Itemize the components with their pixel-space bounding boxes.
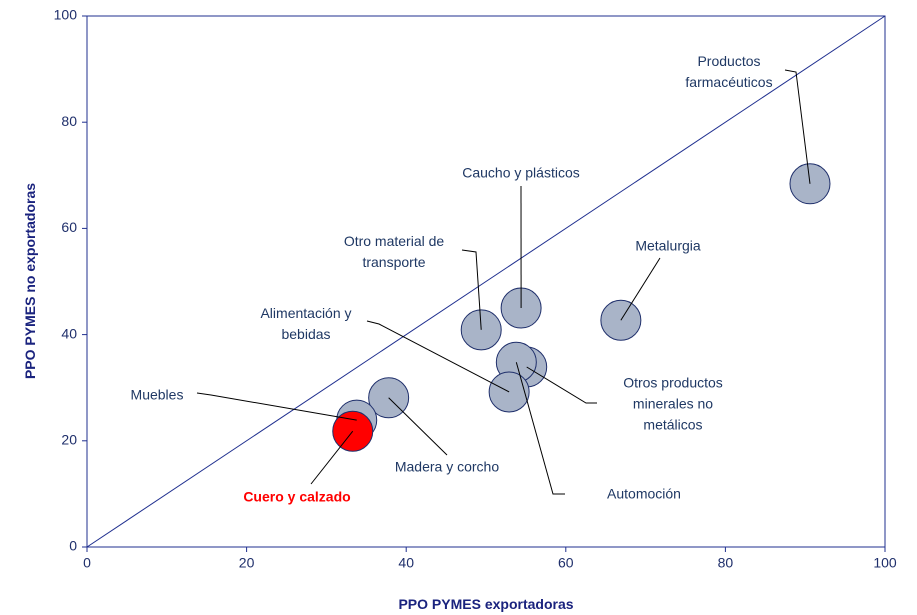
plot-frame [86, 15, 886, 548]
leader-line [388, 397, 448, 456]
point-label: Madera y corcho [394, 458, 500, 475]
point-label: Metalurgia [635, 237, 701, 254]
leader-line [620, 257, 661, 321]
y-tick-label: 40 [61, 325, 77, 341]
leader-line [784, 69, 811, 184]
point-label: Alimentación y bebidas [260, 305, 352, 342]
x-tick-label: 80 [718, 555, 734, 571]
point-label: Automoción [607, 485, 681, 502]
x-tick-label: 100 [873, 555, 897, 571]
y-tick-label: 20 [61, 432, 77, 448]
point-label: Productos farmacéuticos [685, 53, 773, 90]
leader-line [366, 320, 510, 393]
y-tick-label: 60 [61, 219, 77, 235]
leader-line [515, 362, 565, 495]
leader-line [310, 430, 354, 485]
x-tick-label: 40 [398, 555, 414, 571]
leader-line [526, 366, 597, 404]
x-tick-label: 60 [558, 555, 574, 571]
y-tick-label: 0 [69, 538, 77, 554]
diagonal-reference [86, 15, 886, 548]
point-label: Caucho y plásticos [462, 164, 580, 181]
point-label: Cuero y calzado [243, 488, 351, 505]
x-tick-label: 20 [239, 555, 255, 571]
point-label: Otros productos minerales no metálicos [623, 374, 723, 433]
leader-line [196, 392, 357, 421]
point-label: Muebles [130, 386, 184, 403]
x-axis-title: PPO PYMES exportadoras [398, 596, 574, 612]
leader-line [461, 249, 482, 330]
y-tick-label: 80 [61, 113, 77, 129]
point-label: Otro material de transporte [343, 233, 445, 270]
y-tick-label: 100 [54, 7, 78, 23]
x-tick-label: 0 [83, 555, 91, 571]
y-axis-title: PPO PYMES no exportadoras [22, 182, 38, 380]
